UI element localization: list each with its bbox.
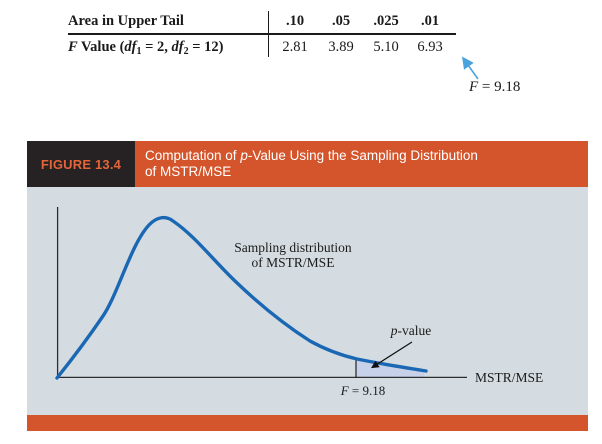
figure-number-badge: FIGURE 13.4: [27, 141, 135, 187]
figure-bottom-bar: [27, 415, 588, 431]
f-statistic-value: = 9.18: [478, 79, 521, 95]
figure-header: FIGURE 13.4 Computation of p-Value Using…: [27, 141, 588, 187]
table-area-value: .05: [331, 13, 351, 29]
dist-label-line1: Sampling distribution: [234, 240, 352, 255]
f-symbol: F: [340, 383, 349, 398]
row2-label-text: = 12): [188, 39, 224, 55]
f-distribution-curve: [55, 215, 428, 380]
dist-label-line2: of MSTR/MSE: [251, 255, 335, 270]
df2-symbol: df: [171, 39, 184, 55]
p-value-arrow-icon: [371, 341, 413, 369]
table-area-value: .10: [285, 13, 305, 29]
df1-subscript: 1: [136, 46, 142, 57]
sampling-distribution-label: Sampling distribution of MSTR/MSE: [213, 240, 373, 270]
table-f-value: 6.93: [417, 39, 443, 55]
f-axis-mark-label: F = 9.18: [331, 383, 395, 399]
table-row1-label: Area in Upper Tail: [68, 13, 184, 29]
table-row2-label: F Value (df1 = 2, df2 = 12): [68, 39, 223, 57]
p-symbol: p: [390, 323, 398, 338]
figure-13-4: FIGURE 13.4 Computation of p-Value Using…: [27, 141, 588, 431]
figure-title: Computation of p-Value Using the Samplin…: [135, 141, 588, 187]
p-value-label: p-value: [379, 323, 443, 339]
distribution-chart: Sampling distribution of MSTR/MSE p-valu…: [27, 187, 588, 415]
row2-label-text: = 2,: [141, 39, 172, 55]
figure-title-text: of MSTR/MSE: [145, 164, 232, 179]
f-statistic-callout: F = 9.18: [469, 79, 520, 96]
df2-subscript: 2: [183, 46, 189, 57]
f-symbol: F: [68, 39, 78, 55]
figure-title-text: -Value Using the Sampling Distribution: [247, 148, 478, 163]
distribution-plot: [55, 207, 467, 380]
table-f-value: 3.89: [328, 39, 354, 55]
figure-title-text: Computation of: [145, 148, 241, 163]
f-symbol: F: [469, 79, 479, 95]
f-axis-mark-value: = 9.18: [348, 383, 386, 398]
table-vertical-divider: [268, 11, 270, 57]
table-horizontal-rule: [68, 33, 456, 35]
row2-label-text: Value (: [77, 39, 125, 55]
p-value-text: -value: [397, 323, 432, 338]
table-f-value: 2.81: [282, 39, 308, 55]
callout-arrow-icon: [461, 56, 479, 80]
table-area-value: .025: [373, 13, 399, 29]
df1-symbol: df: [124, 39, 137, 55]
p-symbol: p: [240, 148, 248, 163]
x-axis-label: MSTR/MSE: [475, 370, 544, 385]
table-f-value: 5.10: [373, 39, 399, 55]
table-area-value: .01: [420, 13, 440, 29]
